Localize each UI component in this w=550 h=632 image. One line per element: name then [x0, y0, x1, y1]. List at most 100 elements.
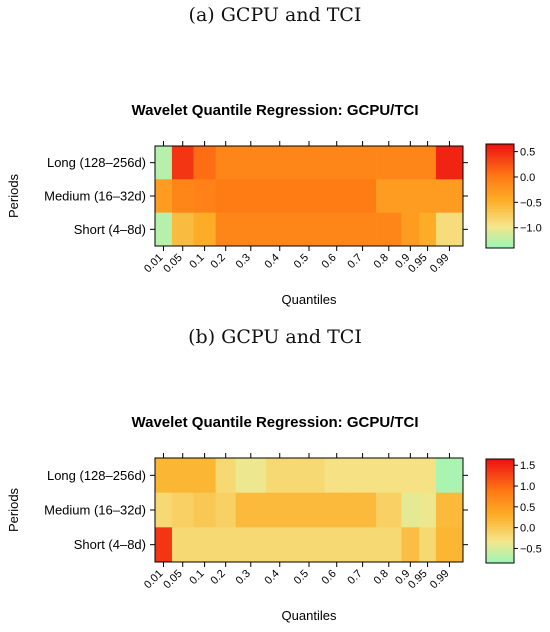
y-tick-label: Medium (16–32d): [44, 189, 146, 204]
colorbar-band: [486, 547, 514, 551]
heatmap-cell: [419, 179, 437, 213]
colorbar-band: [486, 508, 514, 512]
colorbar-band: [486, 170, 514, 173]
colorbar-band: [486, 490, 514, 494]
heatmap-cell: [435, 492, 464, 528]
colorbar-band: [486, 531, 514, 535]
heatmap-cell: [155, 458, 173, 493]
heatmap-cell: [401, 212, 420, 247]
heatmap-cell: [155, 146, 173, 180]
heatmap-cell: [376, 458, 402, 493]
colorbar-band: [486, 466, 514, 470]
y-axis-label: Periods: [6, 487, 21, 532]
colorbar-band: [486, 495, 514, 499]
heatmap-cell: [376, 527, 402, 563]
colorbar-band: [486, 201, 514, 205]
colorbar-band: [486, 539, 514, 543]
colorbar-band: [486, 216, 514, 220]
heatmap-cell: [293, 458, 325, 493]
heatmap-cell: [349, 179, 377, 213]
heatmap-cell: [215, 458, 236, 493]
colorbar-band: [486, 492, 514, 496]
x-tick-label: 0.4: [263, 252, 282, 271]
colorbar-band: [486, 151, 514, 155]
x-tick-label: 0.5: [292, 568, 311, 587]
x-tick-label: 0.95: [406, 568, 430, 592]
y-tick-label: Long (128–256d): [47, 155, 146, 170]
caption-a: (a) GCPU and TCI: [188, 4, 362, 26]
colorbar-band: [486, 513, 514, 517]
colorbar-band: [486, 537, 514, 540]
heatmap-cell: [193, 179, 216, 213]
colorbar-band: [486, 149, 514, 153]
colorbar-band: [486, 229, 514, 233]
colorbar-band: [486, 500, 514, 504]
colorbar-band: [486, 188, 514, 192]
heatmap-cell: [419, 527, 437, 563]
colorbar-tick-label: 1.0: [520, 481, 535, 493]
heatmap-cell: [435, 458, 464, 493]
heatmap-cell: [376, 146, 402, 180]
colorbar-band: [486, 162, 514, 166]
heatmap-cell: [419, 146, 437, 180]
colorbar-band: [486, 214, 514, 218]
colorbar-tick-label: −0.5: [520, 197, 542, 209]
heatmap-cell: [349, 212, 377, 247]
colorbar-band: [486, 190, 514, 194]
chart-title: Wavelet Quantile Regression: GCPU/TCI: [132, 102, 419, 119]
y-tick-label: Long (128–256d): [47, 468, 146, 483]
heatmap-cell: [193, 492, 216, 528]
colorbar-band: [486, 180, 514, 184]
heatmap-cell: [435, 212, 464, 247]
x-tick-label: 0.7: [345, 252, 364, 271]
y-tick-label: Medium (16–32d): [44, 503, 146, 518]
heatmap-cell: [235, 179, 267, 213]
colorbar-band: [486, 469, 514, 473]
heatmap-b: Wavelet Quantile Regression: GCPU/TCI Lon…: [6, 414, 542, 623]
colorbar-band: [486, 242, 514, 246]
x-tick-label: 0.05: [161, 252, 185, 276]
colorbar-band: [486, 209, 514, 212]
heatmap-cell: [324, 146, 350, 180]
colorbar-band: [486, 524, 514, 527]
colorbar-band: [486, 237, 514, 241]
heatmap-cell: [401, 179, 420, 213]
x-tick-label: 0.3: [234, 568, 253, 587]
heatmap-cell: [265, 527, 294, 563]
heatmap-cell: [155, 179, 173, 213]
x-tick-label: 0.7: [345, 568, 364, 587]
heatmap-cell: [235, 458, 267, 493]
colorbar-tick-label: 1.5: [520, 460, 535, 472]
heatmap-cell: [401, 458, 420, 493]
colorbar-band: [486, 224, 514, 228]
colorbar-band: [486, 196, 514, 199]
y-tick-label: Short (4–8d): [74, 537, 146, 552]
colorbar-tick-label: −0.5: [520, 543, 542, 555]
heatmap-cell: [215, 179, 236, 213]
colorbar-band: [486, 175, 514, 179]
colorbar-tick-label: 0.0: [520, 523, 535, 535]
x-tick-label: 0.6: [320, 252, 339, 271]
colorbar-band: [486, 461, 514, 465]
y-axis-label: Periods: [6, 173, 21, 218]
x-tick-label: 0.5: [292, 252, 311, 271]
heatmap-a: Wavelet Quantile Regression: GCPU/TCI Lon…: [6, 102, 542, 307]
x-tick-label: 0.95: [406, 252, 430, 276]
colorbar-band: [486, 544, 514, 548]
heatmap-cell: [265, 179, 294, 213]
heatmap-cell: [235, 212, 267, 247]
heatmap-cell: [435, 179, 464, 213]
colorbar-band: [486, 526, 514, 530]
colorbar-band: [486, 505, 514, 509]
colorbar-band: [486, 245, 514, 249]
heatmap-cell: [193, 212, 216, 247]
heatmap-cell: [235, 527, 267, 563]
colorbar-band: [486, 518, 514, 522]
colorbar-band: [486, 193, 514, 197]
colorbar-band: [486, 144, 514, 147]
heatmap-cell: [419, 458, 437, 493]
x-tick-label: 0.99: [428, 252, 452, 276]
heatmap-cell: [349, 527, 377, 563]
colorbar-band: [486, 479, 514, 483]
heatmap-cell: [215, 146, 236, 180]
